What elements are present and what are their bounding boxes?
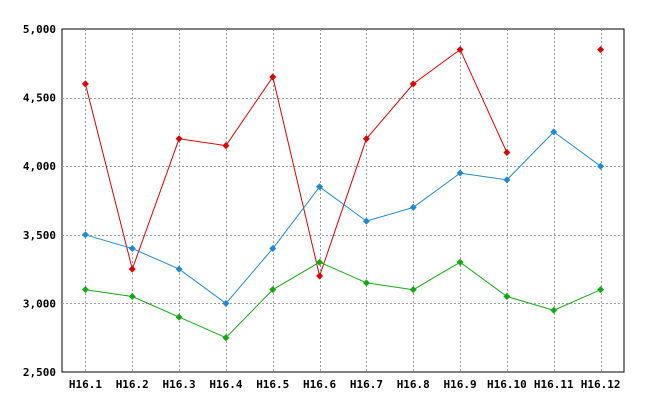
data-point <box>222 334 230 342</box>
data-point <box>175 135 183 143</box>
series-line <box>85 131 601 305</box>
x-tick-label: H16.10 <box>487 378 527 391</box>
y-axis-ticks: 2,500 3,000 3,500 4,000 4,500 5,000 <box>23 23 56 379</box>
data-point <box>81 286 89 294</box>
data-point <box>597 46 605 54</box>
x-tick-label: H16.8 <box>397 378 430 391</box>
x-tick-label: H16.1 <box>69 378 102 391</box>
series-line <box>85 261 601 339</box>
series-line <box>84 48 508 278</box>
y-tick-label: 2,500 <box>23 366 56 379</box>
data-point <box>128 265 136 273</box>
series-2 <box>81 128 605 307</box>
x-tick-label: H16.7 <box>350 378 383 391</box>
data-point <box>409 286 417 294</box>
x-tick-label: H16.11 <box>534 378 574 391</box>
data-point <box>316 183 324 191</box>
data-point <box>550 306 558 314</box>
data-point <box>503 293 511 301</box>
x-tick-label: H16.2 <box>116 378 149 391</box>
x-tick-label: H16.12 <box>581 378 621 391</box>
x-tick-label: H16.4 <box>209 378 242 391</box>
data-point <box>269 286 277 294</box>
plot-area <box>61 28 625 373</box>
data-point <box>503 148 511 156</box>
data-point <box>128 293 136 301</box>
data-point <box>175 313 183 321</box>
series-1 <box>81 46 605 280</box>
data-point <box>362 135 370 143</box>
x-tick-label: H16.3 <box>163 378 196 391</box>
data-point <box>128 245 136 253</box>
data-point <box>597 286 605 294</box>
data-point <box>81 80 89 88</box>
y-tick-label: 3,500 <box>23 229 56 242</box>
data-point <box>316 258 324 266</box>
y-tick-label: 3,000 <box>23 297 56 310</box>
data-point <box>81 231 89 239</box>
gridlines <box>62 29 624 372</box>
data-point <box>456 258 464 266</box>
data-point <box>409 80 417 88</box>
y-tick-label: 4,000 <box>23 160 56 173</box>
data-point <box>503 176 511 184</box>
y-tick-label: 5,000 <box>23 23 56 36</box>
x-axis-ticks: H16.1 H16.2 H16.3 H16.4 H16.5 H16.6 H16.7 H16.8… <box>69 378 621 391</box>
data-point <box>597 162 605 170</box>
x-tick-label: H16.5 <box>256 378 289 391</box>
data-point <box>316 272 324 280</box>
data-point <box>222 299 230 307</box>
data-point <box>456 169 464 177</box>
data-point <box>269 73 277 81</box>
data-point <box>175 265 183 273</box>
series-3 <box>81 258 605 342</box>
data-point <box>550 128 558 136</box>
data-point <box>456 46 464 54</box>
data-point <box>362 279 370 287</box>
y-tick-label: 4,500 <box>23 92 56 105</box>
data-point <box>222 142 230 150</box>
series-group <box>81 46 605 342</box>
x-tick-label: H16.9 <box>444 378 477 391</box>
data-point <box>409 203 417 211</box>
x-tick-label: H16.6 <box>303 378 336 391</box>
data-point <box>362 217 370 225</box>
data-point <box>269 245 277 253</box>
